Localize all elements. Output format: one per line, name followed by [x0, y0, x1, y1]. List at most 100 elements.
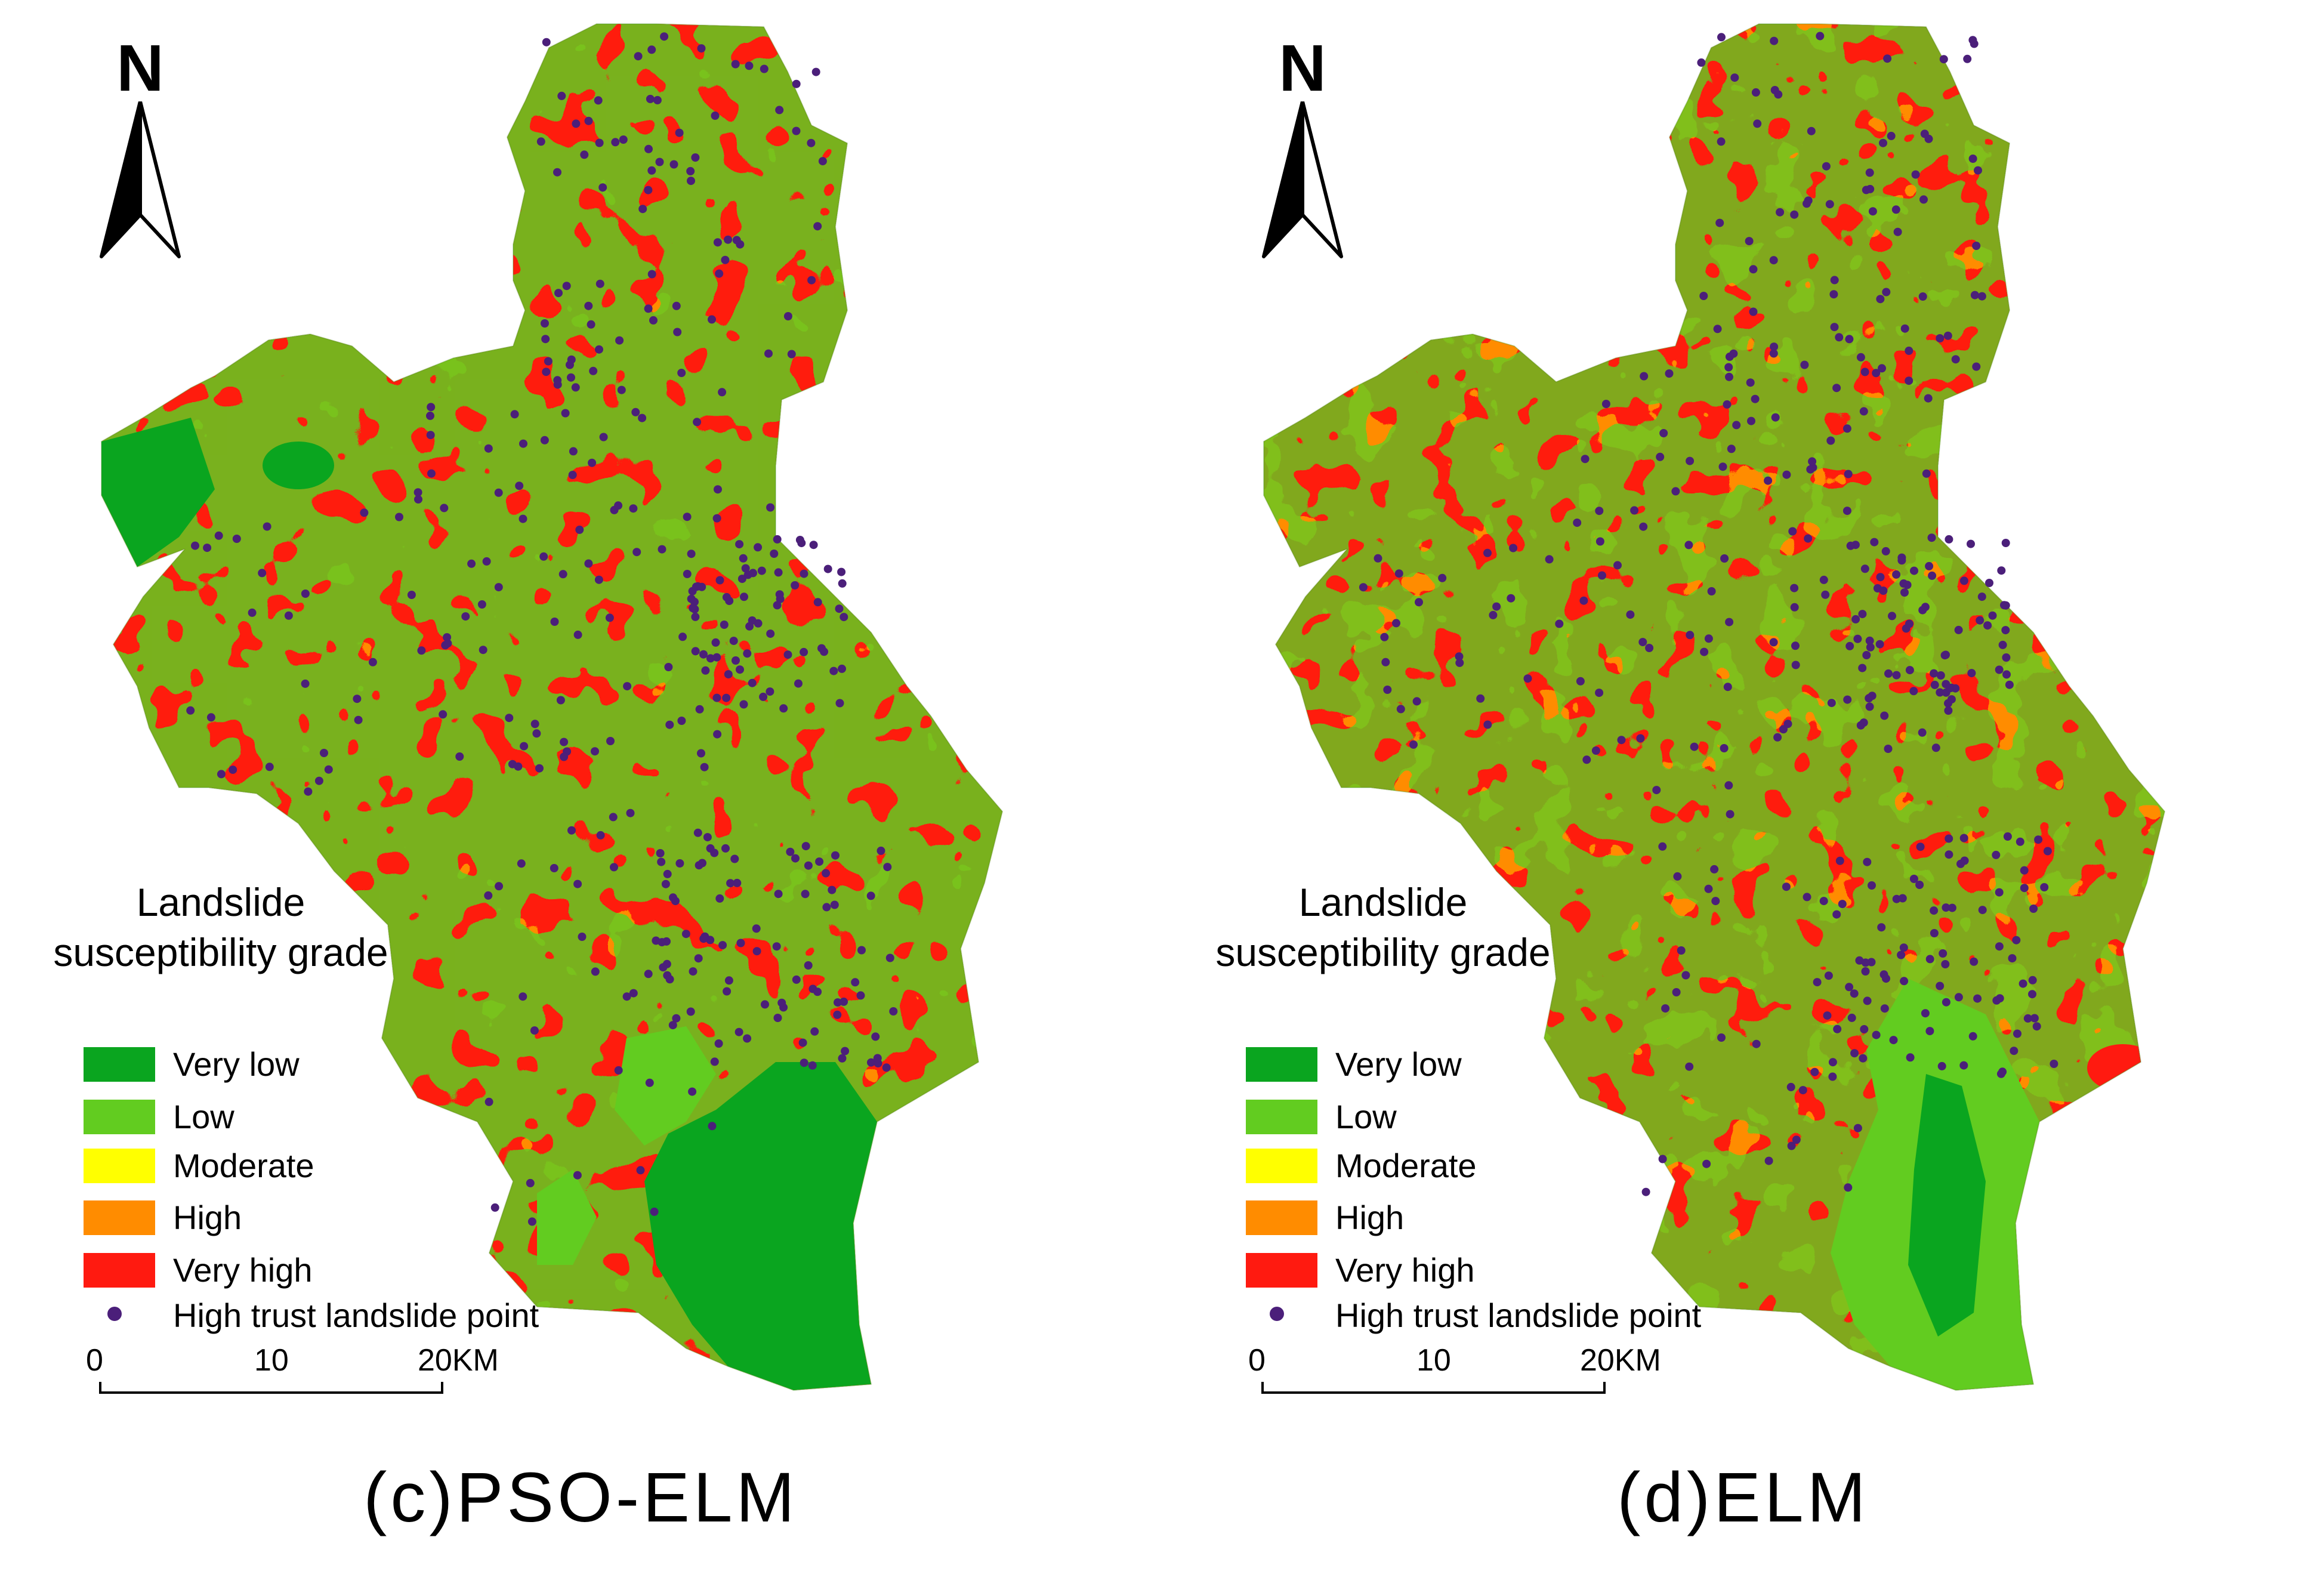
landslide-point — [426, 411, 434, 420]
legend-label: Moderate — [173, 1147, 314, 1184]
landslide-point — [807, 276, 816, 285]
landslide-point — [541, 319, 549, 328]
landslide-point — [567, 826, 576, 835]
scale-tick-label: 20KM — [1580, 1343, 1661, 1378]
landslide-point — [734, 1027, 743, 1036]
landslide-point — [1954, 625, 1963, 634]
landslide-point — [1823, 1011, 1832, 1020]
landslide-point — [1909, 875, 1918, 883]
landslide-point — [681, 930, 690, 939]
landslide-point — [1626, 610, 1635, 619]
landslide-point — [395, 513, 403, 521]
landslide-point — [536, 137, 545, 146]
landslide-point — [663, 869, 672, 878]
landslide-point — [1810, 1067, 1819, 1076]
landslide-point — [1829, 290, 1838, 299]
legend-label: High trust landslide point — [1335, 1297, 1702, 1334]
landslide-point — [1718, 462, 1727, 471]
landslide-point — [1833, 1024, 1842, 1033]
landslide-point — [2032, 1022, 2041, 1031]
landslide-point — [611, 138, 620, 147]
landslide-point — [1827, 699, 1836, 708]
landslide-point — [801, 842, 810, 851]
landslide-point — [1925, 1027, 1934, 1036]
landslide-point — [1672, 988, 1681, 996]
landslide-point — [1769, 638, 1778, 647]
landslide-point — [573, 879, 582, 888]
landslide-point — [575, 525, 584, 534]
landslide-point — [1555, 619, 1564, 628]
landslide-point — [749, 569, 757, 578]
landslide-point — [1945, 834, 1953, 843]
landslide-point — [1832, 384, 1841, 393]
landslide-point — [191, 541, 199, 550]
landslide-point — [773, 535, 782, 544]
scale-tick — [441, 1382, 443, 1394]
landslide-point — [1876, 573, 1885, 582]
landslide-point — [1875, 640, 1884, 649]
landslide-point — [542, 368, 551, 376]
landslide-point — [2002, 670, 2011, 679]
landslide-point — [693, 418, 702, 427]
landslide-point — [615, 336, 624, 345]
landslide-point — [1995, 942, 2004, 951]
north-letter: N — [116, 32, 164, 105]
landslide-point — [792, 975, 801, 984]
landslide-point — [550, 618, 559, 626]
landslide-point — [1897, 556, 1906, 565]
landslide-point — [324, 765, 333, 774]
landslide-point — [580, 150, 589, 159]
landslide-point — [1790, 210, 1799, 219]
landslide-point — [840, 997, 848, 1006]
landslide-point — [562, 282, 571, 291]
landslide-point — [1868, 692, 1877, 700]
landslide-point — [1920, 129, 1929, 138]
landslide-point — [517, 859, 526, 868]
landslide-point — [1573, 518, 1582, 527]
landslide-point — [1717, 1033, 1726, 1042]
landslide-point — [1967, 539, 1975, 548]
landslide-point — [661, 879, 670, 888]
landslide-point — [540, 436, 549, 445]
landslide-point — [1723, 683, 1732, 692]
landslide-point — [1959, 834, 1968, 842]
landslide-point — [774, 568, 783, 577]
landslide-point — [1863, 996, 1872, 1005]
landslide-point — [1713, 325, 1722, 334]
landslide-point — [206, 713, 215, 722]
landslide-point — [1900, 588, 1909, 597]
landslide-point — [1776, 208, 1785, 217]
landslide-point — [1725, 372, 1733, 381]
landslide-point-icon — [107, 1307, 122, 1321]
landslide-point — [737, 575, 746, 584]
landslide-point — [689, 604, 697, 613]
landslide-point — [721, 255, 730, 264]
landslide-point — [1878, 364, 1886, 373]
landslide-point — [718, 941, 727, 950]
landslide-point — [791, 581, 800, 589]
landslide-point — [1383, 686, 1392, 694]
landslide-point — [1710, 865, 1719, 874]
scale-line — [99, 1391, 443, 1394]
landslide-point — [1918, 292, 1927, 301]
landslide-point — [669, 893, 677, 902]
landslide-point — [715, 269, 724, 278]
landslide-point — [482, 557, 491, 566]
scale-bar: 0 10 20KM — [78, 1342, 499, 1414]
landslide-point — [217, 770, 226, 779]
landslide-point — [2040, 883, 2049, 891]
landslide-point — [656, 849, 665, 857]
landslide-point — [811, 67, 820, 76]
landslide-point — [1925, 561, 1934, 570]
landslide-point — [1936, 688, 1945, 697]
landslide-point — [1798, 1086, 1807, 1095]
landslide-point — [669, 160, 678, 169]
landslide-point — [1977, 292, 1986, 301]
landslide-point — [1905, 376, 1913, 385]
landslide-point — [1899, 943, 1908, 952]
landslide-point — [629, 989, 638, 998]
landslide-point — [766, 687, 774, 696]
landslide-point — [686, 166, 695, 175]
landslide-point — [1686, 631, 1695, 640]
landslide-point — [1925, 955, 1934, 964]
